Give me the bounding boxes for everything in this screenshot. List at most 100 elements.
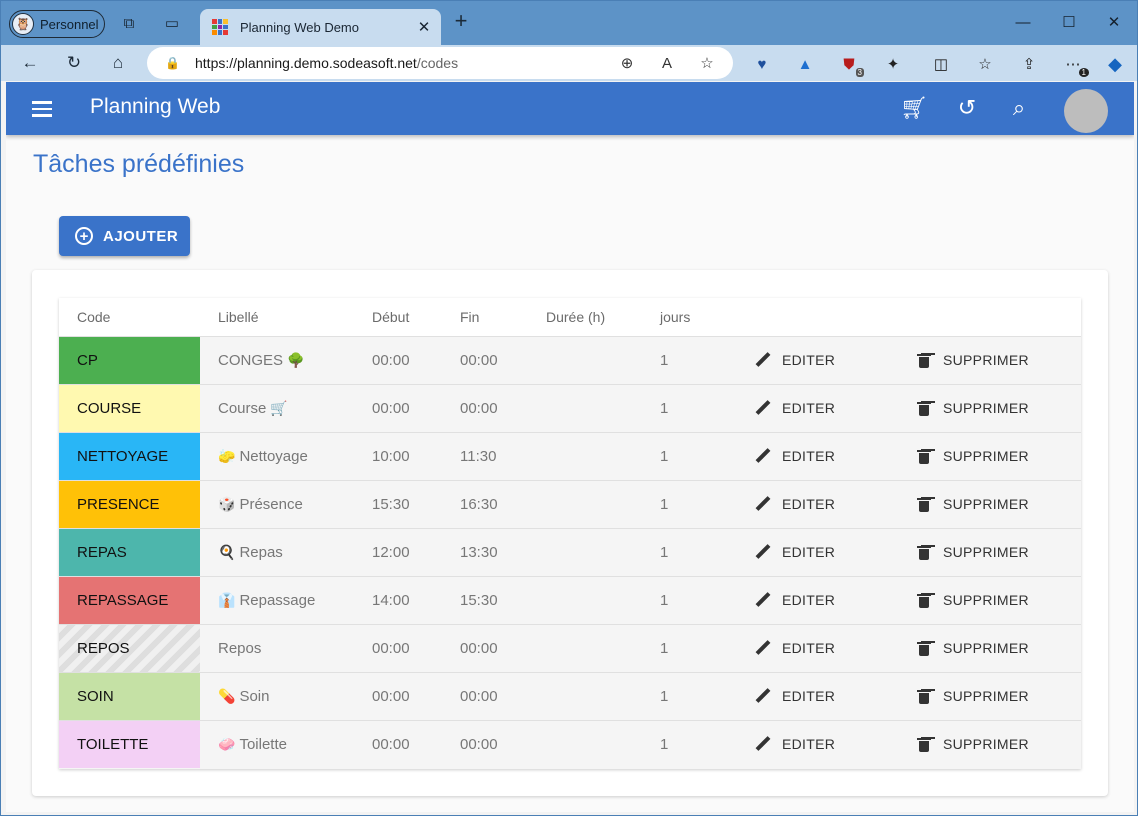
more-menu-icon[interactable]: ⋯ 1	[1062, 53, 1089, 77]
delete-button[interactable]: SUPPRIMER	[915, 735, 1029, 753]
edit-button[interactable]: EDITER	[754, 495, 835, 513]
refresh-icon[interactable]: ↻	[66, 53, 82, 72]
table-row: NETTOYAGE 🧽 Nettoyage 10:00 11:30 1 EDIT…	[59, 433, 1081, 481]
zoom-icon[interactable]: ⊕	[620, 55, 634, 72]
extension-shield-icon[interactable]: ⛊ 3	[843, 55, 864, 77]
password-manager-icon[interactable]: ♥	[757, 55, 767, 73]
jours-cell: 1	[660, 736, 669, 753]
edit-label: EDITER	[782, 736, 836, 752]
edit-button[interactable]: EDITER	[754, 735, 835, 753]
read-aloud-icon[interactable]: A	[661, 54, 672, 72]
url-path: /codes	[416, 55, 459, 71]
split-screen-icon[interactable]: ◫	[933, 56, 949, 73]
app-title: Planning Web	[90, 95, 221, 118]
header-fin[interactable]: Fin	[460, 309, 480, 325]
edit-button[interactable]: EDITER	[754, 639, 835, 657]
copilot-icon[interactable]: ◆	[1108, 53, 1122, 74]
favorites-icon[interactable]: ☆	[978, 56, 992, 73]
address-bar[interactable]: 🔒 https://planning.demo.sodeasoft.net/co…	[147, 47, 733, 79]
back-arrow-icon[interactable]: ←	[21, 53, 39, 72]
delete-button[interactable]: SUPPRIMER	[915, 495, 1029, 513]
code-text: COURSE	[77, 400, 142, 417]
minimize-icon[interactable]: —	[1015, 13, 1031, 31]
delete-button[interactable]: SUPPRIMER	[915, 591, 1029, 609]
fin-cell: 00:00	[460, 640, 498, 657]
table-body: CP CONGES 🌳 00:00 00:00 1 EDITER SUPPRIM…	[59, 337, 1081, 769]
delete-button[interactable]: SUPPRIMER	[915, 399, 1029, 417]
edit-button[interactable]: EDITER	[754, 591, 835, 609]
delete-label: SUPPRIMER	[943, 736, 1029, 752]
app-viewport: Planning Web 🛒︎ ↺ ⌕ Tâches prédéfinies +…	[6, 82, 1134, 812]
code-cell: CP	[59, 337, 200, 384]
delete-label: SUPPRIMER	[943, 640, 1029, 656]
libelle-text: Toilette	[239, 736, 287, 753]
delete-label: SUPPRIMER	[943, 400, 1029, 416]
fin-cell: 00:00	[460, 352, 498, 369]
code-text: NETTOYAGE	[77, 448, 169, 465]
pencil-icon	[754, 543, 772, 561]
pencil-icon	[754, 735, 772, 753]
table-row: REPOS Repos 00:00 00:00 1 EDITER SUPPRIM…	[59, 625, 1081, 673]
delete-button[interactable]: SUPPRIMER	[915, 687, 1029, 705]
browser-tab-active[interactable]: Planning Web Demo ✕	[200, 9, 441, 45]
cart-icon[interactable]: 🛒︎	[900, 95, 928, 120]
edit-button[interactable]: EDITER	[754, 543, 835, 561]
delete-button[interactable]: SUPPRIMER	[915, 351, 1029, 369]
delete-button[interactable]: SUPPRIMER	[915, 447, 1029, 465]
libelle-text: CONGES	[218, 352, 284, 369]
edit-label: EDITER	[782, 496, 836, 512]
libelle-emoji-icon: 🧽	[218, 448, 236, 464]
home-icon[interactable]: ⌂	[112, 53, 124, 72]
debut-cell: 00:00	[372, 352, 410, 369]
close-window-icon[interactable]: ✕	[1107, 14, 1121, 31]
edit-label: EDITER	[782, 544, 836, 560]
trash-icon	[915, 351, 933, 369]
table-row: REPASSAGE 👔 Repassage 14:00 15:30 1 EDIT…	[59, 577, 1081, 625]
tab-favicon-icon	[212, 19, 228, 35]
header-jours[interactable]: jours	[660, 309, 691, 325]
hamburger-menu-icon[interactable]	[32, 96, 58, 122]
table-header: Code Libellé Début Fin Durée (h) jours	[59, 298, 1081, 337]
app-bar: Planning Web 🛒︎ ↺ ⌕	[6, 82, 1134, 135]
header-code[interactable]: Code	[77, 309, 111, 325]
jours-cell: 1	[660, 544, 669, 561]
header-libelle[interactable]: Libellé	[218, 309, 259, 325]
edit-button[interactable]: EDITER	[754, 351, 835, 369]
code-cell: REPASSAGE	[59, 577, 200, 624]
libelle-cell: 🎲 Présence	[218, 496, 303, 513]
header-debut[interactable]: Début	[372, 309, 410, 325]
libelle-emoji-icon: 💊	[218, 688, 236, 704]
edit-button[interactable]: EDITER	[754, 399, 835, 417]
extensions-puzzle-icon[interactable]: ✦	[886, 56, 900, 73]
table-row: TOILETTE 🧼 Toilette 00:00 00:00 1 EDITER…	[59, 721, 1081, 769]
fin-cell: 00:00	[460, 736, 498, 753]
trash-icon	[915, 447, 933, 465]
edit-button[interactable]: EDITER	[754, 687, 835, 705]
edit-button[interactable]: EDITER	[754, 447, 835, 465]
search-icon[interactable]: ⌕	[1012, 95, 1026, 120]
libelle-cell: 💊 Soin	[218, 688, 269, 705]
share-icon[interactable]: ⇪	[1022, 56, 1036, 73]
code-cell: REPOS	[59, 625, 200, 672]
add-button[interactable]: + AJOUTER	[59, 216, 190, 256]
maximize-icon[interactable]: ☐	[1062, 14, 1076, 31]
delete-button[interactable]: SUPPRIMER	[915, 639, 1029, 657]
trash-icon	[915, 735, 933, 753]
libelle-text: Nettoyage	[239, 448, 308, 465]
trash-icon	[915, 495, 933, 513]
new-tab-icon[interactable]: +	[454, 8, 468, 33]
workspaces-icon[interactable]: ⧉	[123, 14, 135, 32]
profile-button[interactable]: 🦉 Personnel	[9, 10, 105, 38]
fin-cell: 16:30	[460, 496, 498, 513]
user-avatar[interactable]	[1064, 89, 1108, 133]
history-icon[interactable]: ↺	[957, 95, 977, 120]
extension-mountain-icon[interactable]: ▲	[797, 55, 813, 73]
header-duree[interactable]: Durée (h)	[546, 309, 606, 325]
fin-cell: 15:30	[460, 592, 498, 609]
favorite-star-icon[interactable]: ☆	[700, 55, 714, 72]
delete-button[interactable]: SUPPRIMER	[915, 543, 1029, 561]
tab-title: Planning Web Demo	[240, 19, 359, 35]
browser-titlebar: 🦉 Personnel ⧉ ▭ Planning Web Demo ✕ + — …	[1, 1, 1137, 45]
tab-close-icon[interactable]: ✕	[417, 19, 431, 36]
tab-actions-icon[interactable]: ▭	[164, 15, 180, 32]
